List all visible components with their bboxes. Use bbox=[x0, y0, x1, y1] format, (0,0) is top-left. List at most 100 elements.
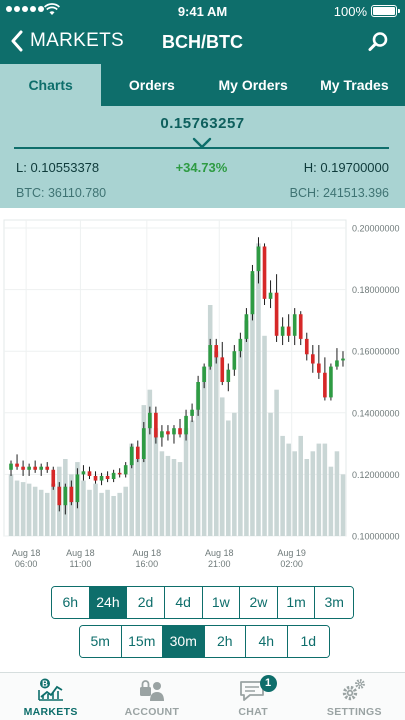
price-change: +34.73% bbox=[175, 160, 228, 175]
volume-bar bbox=[340, 474, 346, 536]
candle-body bbox=[166, 431, 170, 435]
candle-body bbox=[51, 469, 56, 487]
back-button[interactable]: MARKETS bbox=[10, 30, 124, 52]
volume-stats: BTC: 36110.780 BCH: 241513.396 bbox=[16, 186, 389, 200]
volume-bar bbox=[262, 335, 267, 536]
candle-30m-button[interactable]: 30m bbox=[163, 626, 205, 657]
candle-body bbox=[148, 412, 152, 429]
candle-body bbox=[63, 486, 68, 506]
search-icon[interactable] bbox=[367, 31, 389, 53]
candle-4h-button[interactable]: 4h bbox=[246, 626, 288, 657]
nav-bar: MARKETS BCH/BTC bbox=[0, 22, 405, 64]
tabbar-markets[interactable]: B MARKETS bbox=[0, 673, 101, 720]
volume-bar bbox=[87, 489, 92, 536]
tabbar-chat-label: CHAT bbox=[238, 706, 268, 718]
candle-body bbox=[317, 363, 321, 373]
candle-body bbox=[274, 292, 279, 336]
x-tick-label: 16:00 bbox=[136, 559, 159, 569]
candle-15m-button[interactable]: 15m bbox=[121, 626, 163, 657]
price-chart[interactable]: 0.20000000 0.18000000 0.16000000 0.14000000… bbox=[0, 208, 405, 578]
interval-4d-button[interactable]: 4d bbox=[164, 587, 203, 618]
volume-bar bbox=[244, 320, 249, 536]
volume-bar bbox=[159, 451, 165, 536]
account-lock-icon bbox=[139, 680, 164, 701]
x-tick-label: 02:00 bbox=[280, 559, 303, 569]
volume-bar bbox=[153, 428, 159, 536]
candle-2h-button[interactable]: 2h bbox=[204, 626, 246, 657]
candle-body bbox=[341, 358, 345, 361]
candle-body bbox=[196, 382, 200, 410]
candle-body bbox=[123, 465, 128, 475]
volume-bar bbox=[81, 480, 86, 536]
back-label: MARKETS bbox=[30, 30, 124, 51]
volume-bar bbox=[165, 455, 171, 536]
candle-5m-button[interactable]: 5m bbox=[80, 626, 122, 657]
candle-body bbox=[244, 314, 249, 339]
interval-6h-button[interactable]: 6h bbox=[52, 587, 90, 618]
bottom-tab-bar: B MARKETS ACCOUNT 1 CHAT bbox=[0, 672, 405, 720]
candle-body bbox=[45, 466, 50, 470]
tab-my-orders[interactable]: My Orders bbox=[218, 77, 288, 93]
price-stats: L: 0.10553378 +34.73% H: 0.19700000 bbox=[16, 160, 389, 175]
interval-2w-button[interactable]: 2w bbox=[240, 587, 278, 618]
settings-gears-icon bbox=[343, 679, 366, 701]
interval-1w-button[interactable]: 1w bbox=[202, 587, 241, 618]
tab-my-trades[interactable]: My Trades bbox=[320, 77, 389, 93]
candle-1d-button[interactable]: 1d bbox=[287, 626, 329, 657]
candle-body bbox=[9, 463, 13, 470]
y-tick-label: 0.14000000 bbox=[352, 408, 400, 418]
volume-bar bbox=[111, 495, 116, 536]
markets-chart-icon: B bbox=[37, 678, 63, 701]
y-tick-label: 0.10000000 bbox=[352, 532, 400, 542]
volume-bar bbox=[292, 451, 297, 536]
candle-body bbox=[21, 466, 25, 470]
chevron-down-icon[interactable] bbox=[191, 137, 213, 151]
candle-body bbox=[57, 486, 62, 506]
candlestick-chart[interactable]: 0.20000000 0.18000000 0.16000000 0.14000000… bbox=[0, 208, 405, 578]
candle-body bbox=[329, 366, 333, 398]
btc-volume: BTC: 36110.780 bbox=[16, 186, 107, 200]
interval-2d-button[interactable]: 2d bbox=[127, 587, 165, 618]
candle-body bbox=[129, 446, 134, 466]
interval-1m-button[interactable]: 1m bbox=[277, 587, 316, 618]
volume-bar bbox=[123, 486, 128, 536]
volume-bar bbox=[135, 459, 141, 536]
candle-body bbox=[190, 409, 194, 416]
tabbar-account[interactable]: ACCOUNT bbox=[101, 673, 202, 720]
candle-body bbox=[75, 474, 80, 503]
volume-bar bbox=[334, 451, 340, 536]
tab-orders[interactable]: Orders bbox=[128, 77, 175, 93]
x-tick-label: Aug 18 bbox=[66, 548, 95, 558]
volume-bar bbox=[26, 483, 32, 536]
tabbar-chat[interactable]: 1 CHAT bbox=[203, 673, 304, 720]
interval-3m-button[interactable]: 3m bbox=[315, 587, 353, 618]
candle-body bbox=[280, 326, 285, 336]
volume-bar bbox=[195, 389, 201, 536]
tabbar-account-label: ACCOUNT bbox=[124, 706, 180, 718]
candle-body bbox=[69, 486, 74, 503]
candle-body bbox=[111, 472, 116, 480]
bch-volume: BCH: 241513.396 bbox=[289, 186, 389, 200]
high-price: H: 0.19700000 bbox=[303, 160, 389, 175]
candle-body bbox=[238, 338, 243, 352]
candle-body bbox=[298, 314, 303, 339]
candle-body bbox=[226, 369, 231, 382]
candle-body bbox=[39, 466, 44, 470]
tabbar-settings[interactable]: SETTINGS bbox=[304, 673, 405, 720]
x-tick-label: Aug 18 bbox=[133, 548, 162, 558]
candle-body bbox=[33, 466, 37, 470]
battery-percentage: 100% bbox=[333, 4, 367, 19]
candle-body bbox=[202, 366, 206, 382]
candle-body bbox=[135, 446, 140, 459]
x-tick-label: 11:00 bbox=[69, 559, 91, 569]
volume-bar bbox=[226, 420, 231, 536]
interval-24h-button[interactable]: 24h bbox=[89, 587, 128, 618]
x-tick-label: Aug 18 bbox=[12, 548, 41, 558]
volume-bar bbox=[250, 274, 255, 536]
volume-bar bbox=[280, 435, 285, 536]
volume-bar bbox=[189, 420, 195, 536]
volume-bar bbox=[322, 443, 328, 536]
volume-bar bbox=[177, 462, 183, 536]
tab-charts[interactable]: Charts bbox=[0, 64, 102, 106]
candle-body bbox=[154, 412, 158, 438]
